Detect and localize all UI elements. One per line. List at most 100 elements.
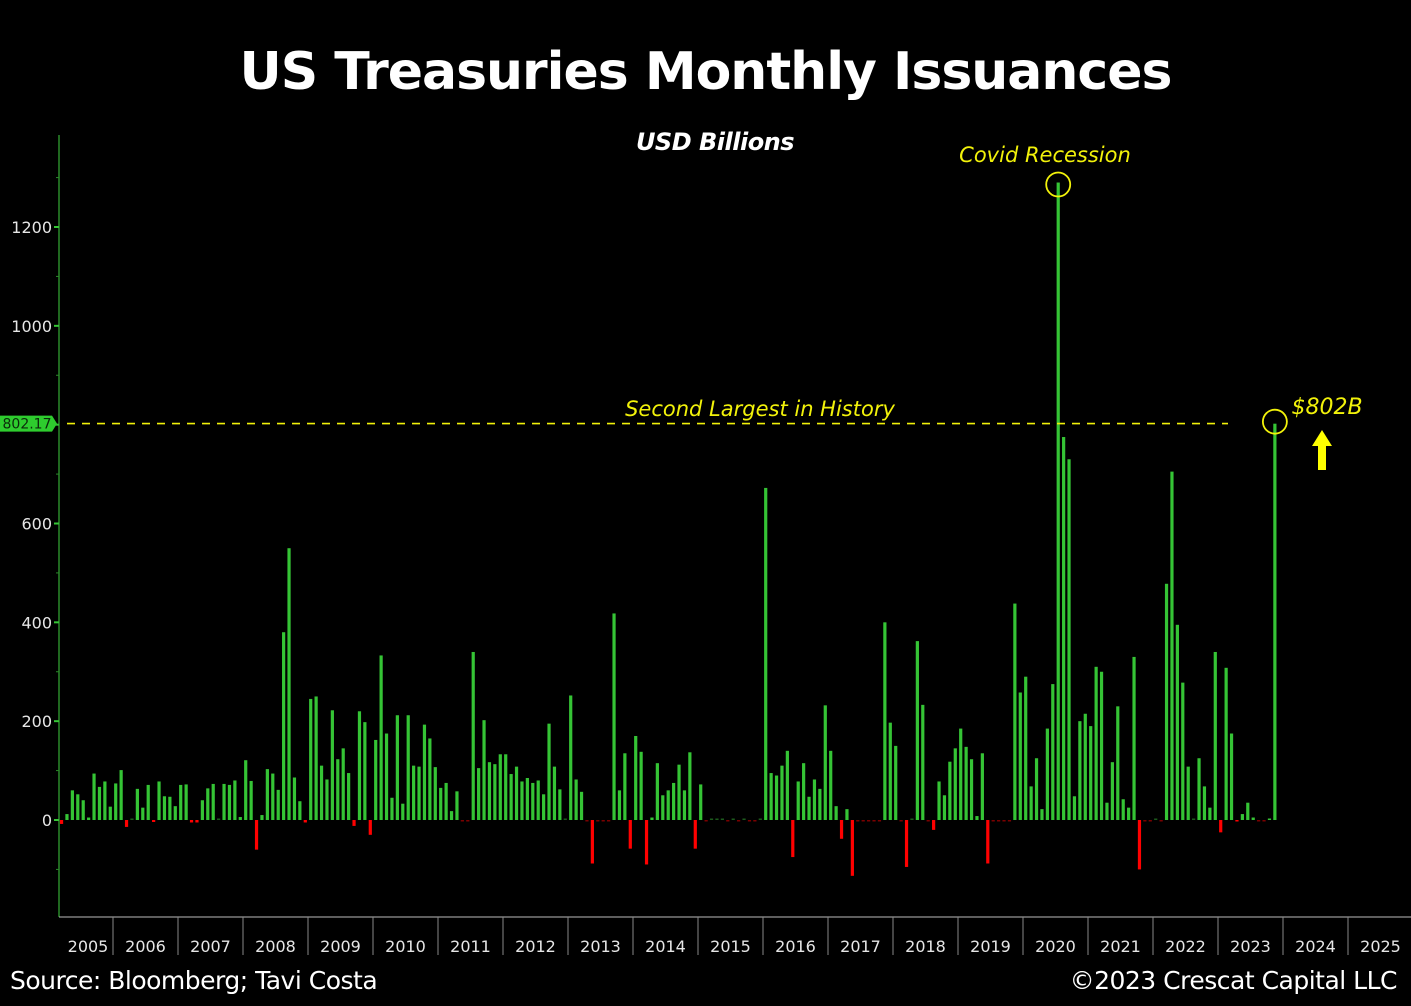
covid-peak-circle [1045, 171, 1072, 198]
bar [969, 759, 974, 820]
bar [303, 820, 307, 823]
bar [688, 752, 692, 820]
bar [108, 806, 112, 820]
bar [417, 766, 421, 820]
bar [1089, 726, 1093, 820]
x-tick-label: 2022 [1165, 937, 1206, 956]
bar [1192, 818, 1196, 820]
bar [146, 784, 150, 820]
bar [520, 781, 524, 821]
bar [1067, 459, 1071, 820]
bar [720, 818, 724, 820]
bar [1094, 666, 1098, 820]
bar [937, 781, 941, 821]
bar [569, 695, 573, 820]
bar [715, 818, 719, 820]
bar [872, 820, 876, 822]
bar [959, 728, 963, 820]
bar [477, 768, 481, 820]
bar [401, 803, 405, 820]
x-tick-label: 2012 [515, 937, 556, 956]
bar [1105, 802, 1109, 820]
x-tick-label: 2010 [385, 937, 426, 956]
bar [1197, 758, 1201, 820]
bar [1072, 796, 1077, 820]
bar [1121, 799, 1125, 820]
x-tick-label: 2005 [68, 937, 109, 956]
bar [921, 704, 925, 820]
y-tick-label: 1000 [11, 317, 52, 336]
bar [791, 820, 795, 858]
bar [130, 818, 134, 820]
bar [390, 797, 394, 820]
bar [867, 820, 871, 822]
bar [406, 715, 410, 820]
bar [1229, 733, 1234, 820]
bar [699, 784, 703, 820]
chart-subtitle: USD Billions [635, 128, 795, 156]
bar [1002, 820, 1006, 822]
bar [948, 761, 952, 820]
bar [493, 764, 497, 820]
bar [509, 774, 513, 820]
bar [1213, 651, 1217, 820]
bar [384, 733, 389, 820]
bar [81, 800, 85, 820]
bar [709, 818, 714, 820]
bar [352, 820, 356, 826]
bar [531, 782, 535, 820]
up-arrow-icon [1312, 430, 1332, 470]
source-text: Source: Bloomberg; Tavi Costa [10, 966, 378, 995]
x-tick-label: 2014 [645, 937, 686, 956]
bar [87, 817, 91, 820]
bar [1132, 656, 1136, 820]
bar [834, 806, 838, 820]
bar [742, 818, 746, 820]
bar [915, 641, 919, 820]
bar [986, 820, 990, 864]
bar [617, 790, 622, 820]
annotation-second-largest: Second Largest in History [625, 397, 895, 421]
bar [980, 753, 984, 820]
bar [666, 790, 670, 820]
bar [1062, 437, 1066, 820]
x-tick-label: 2007 [190, 937, 231, 956]
bar [1040, 809, 1044, 820]
bar [157, 781, 161, 821]
bar [590, 820, 594, 864]
bar [341, 748, 345, 820]
bar [1110, 762, 1114, 820]
latest-value-circle [1261, 408, 1288, 435]
x-tick-label: 2021 [1100, 937, 1141, 956]
last-value-tag-label: 802.17 [3, 417, 52, 433]
bar [1170, 471, 1174, 820]
bar [428, 738, 432, 820]
bar [1148, 820, 1152, 822]
bar [124, 820, 129, 827]
bar [1257, 820, 1261, 822]
bar [536, 780, 540, 820]
bar [769, 773, 773, 820]
bar [693, 820, 697, 849]
bar [374, 739, 378, 820]
x-tick-label: 2015 [710, 937, 751, 956]
bar [292, 777, 297, 820]
bar [1159, 820, 1163, 822]
bar [904, 820, 909, 867]
bar [888, 722, 892, 820]
bar [179, 784, 183, 820]
bar [894, 745, 898, 821]
bar [233, 780, 237, 820]
bar [650, 817, 654, 820]
bar [623, 753, 627, 820]
bar [802, 763, 806, 820]
bar [910, 818, 914, 820]
bar [975, 816, 979, 820]
bar [265, 769, 269, 820]
bar [195, 820, 199, 823]
last-value-tag [0, 415, 57, 432]
bar [558, 789, 562, 820]
x-tick-label: 2023 [1230, 937, 1271, 956]
bar [238, 817, 242, 820]
bar [796, 781, 800, 821]
